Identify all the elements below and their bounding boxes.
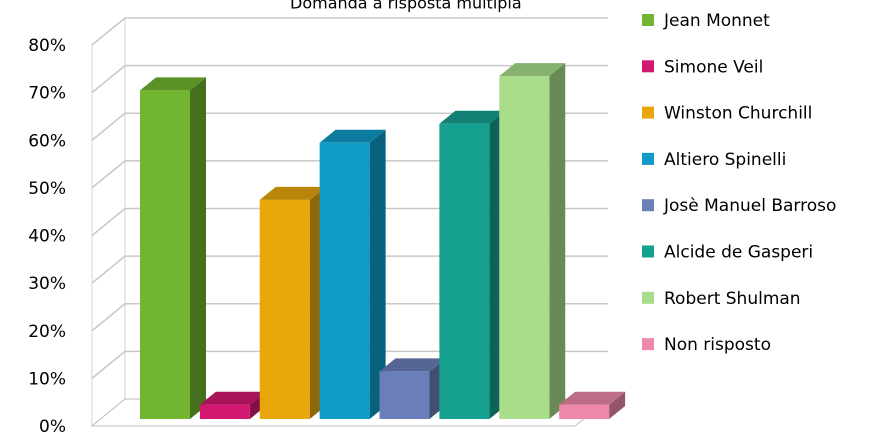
legend-item: Alcide de Gasperi [642, 243, 813, 263]
chart-title: Domanda a risposta multipla [290, 0, 522, 13]
bar-front [319, 142, 370, 419]
bar-side [369, 129, 386, 419]
legend-label: Altiero Spinelli [664, 150, 786, 170]
legend-item: Josè Manuel Barroso [642, 196, 836, 216]
legend-item: Simone Veil [642, 57, 763, 77]
bar-front [140, 90, 190, 419]
y-tick-label: 40% [28, 227, 66, 247]
bar [319, 129, 386, 419]
legend-swatch [642, 291, 654, 304]
y-tick-label: 60% [28, 131, 66, 151]
legend-label: Non risposto [664, 335, 771, 355]
y-tick-label: 20% [28, 322, 66, 342]
bar [439, 110, 506, 419]
y-tick-label: 30% [28, 274, 66, 294]
bar-front [199, 404, 250, 419]
gridline [91, 64, 608, 94]
legend-label: Simone Veil [664, 57, 763, 77]
bar-top [379, 358, 446, 372]
bar-top [319, 129, 386, 143]
legend-swatch [642, 338, 654, 351]
legend-label: Jean Monnet [663, 11, 770, 31]
bar [559, 391, 626, 419]
legend-label: Alcide de Gasperi [664, 243, 813, 263]
y-tick-label: 0% [39, 417, 66, 437]
y-tick-label: 50% [28, 179, 66, 199]
legend-swatch [642, 14, 654, 26]
legend-label: Winston Churchill [664, 104, 812, 124]
bar-top [199, 391, 266, 405]
bars [140, 63, 626, 419]
bar [259, 186, 326, 419]
legend-label: Robert Shulman [664, 289, 801, 309]
y-axis: 0% 10% 20% 30% 40% 50% 60% 70% 80% [28, 36, 66, 437]
y-tick-label: 80% [28, 36, 66, 56]
bar-top [259, 186, 326, 200]
y-tick-label: 70% [28, 84, 66, 104]
bar [499, 63, 566, 419]
legend-swatch [642, 152, 654, 165]
legend-swatch [642, 106, 654, 119]
bar-front [559, 404, 610, 419]
legend: Jean Monnet Simone Veil Winston Churchill A… [642, 11, 836, 355]
legend-swatch [642, 60, 654, 73]
legend-item: Altiero Spinelli [642, 150, 786, 170]
legend-item: Robert Shulman [642, 289, 801, 309]
bar-top [559, 391, 626, 405]
legend-label: Josè Manuel Barroso [663, 196, 836, 216]
gridline [91, 112, 608, 141]
legend-item: Winston Churchill [642, 104, 812, 124]
gridline [91, 17, 608, 46]
bar-side [190, 77, 206, 419]
bar-top [499, 63, 566, 77]
bar [379, 358, 446, 419]
bar-side [549, 63, 566, 419]
bar-top [439, 110, 506, 124]
bar-top [140, 77, 206, 91]
bar-front [379, 371, 430, 419]
y-tick-label: 10% [28, 369, 66, 389]
bar-front [259, 199, 310, 419]
bar-front [439, 123, 490, 419]
bar-front [499, 76, 550, 419]
legend-swatch [642, 199, 654, 212]
bar-side [609, 391, 626, 419]
bar [140, 77, 206, 419]
legend-item: Non risposto [642, 335, 771, 355]
legend-item: Jean Monnet [642, 11, 770, 31]
legend-swatch [642, 245, 654, 258]
